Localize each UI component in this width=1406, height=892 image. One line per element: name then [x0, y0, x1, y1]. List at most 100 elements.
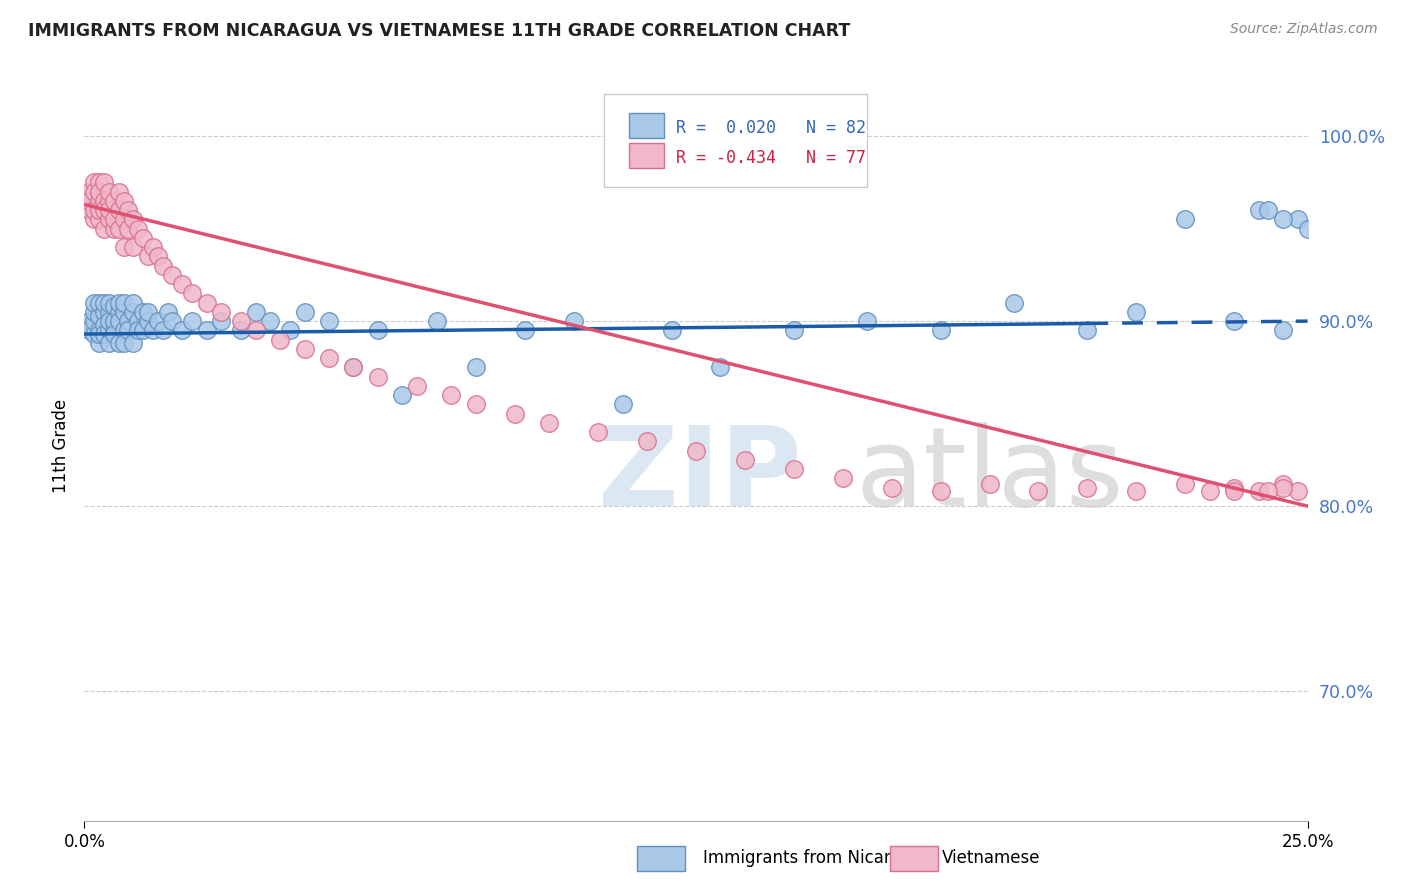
Point: [1223, 481, 1246, 495]
Point: [294, 305, 316, 319]
Point: [1002, 295, 1025, 310]
Point: [122, 336, 145, 351]
Point: [117, 314, 139, 328]
Point: [103, 299, 125, 313]
Point: [783, 323, 806, 337]
Point: [142, 240, 165, 254]
Point: [122, 212, 145, 227]
Point: [87, 185, 110, 199]
Point: [97, 336, 120, 351]
Point: [979, 477, 1001, 491]
Point: [83, 314, 105, 328]
Point: [1223, 484, 1246, 499]
Point: [1272, 212, 1295, 227]
Point: [172, 323, 194, 337]
Point: [586, 425, 609, 439]
Point: [513, 323, 536, 337]
Point: [209, 305, 232, 319]
Point: [1257, 203, 1279, 218]
Point: [107, 185, 129, 199]
Point: [136, 305, 159, 319]
Point: [278, 323, 301, 337]
FancyBboxPatch shape: [628, 112, 664, 138]
Point: [367, 323, 389, 337]
Point: [83, 305, 105, 319]
Point: [127, 323, 149, 337]
Point: [103, 212, 125, 227]
Point: [97, 212, 120, 227]
Point: [87, 295, 110, 310]
Text: ZIP: ZIP: [598, 423, 801, 530]
Point: [83, 175, 105, 189]
Point: [107, 336, 129, 351]
Point: [112, 305, 135, 319]
Point: [1272, 477, 1295, 491]
Point: [107, 203, 129, 218]
Point: [97, 323, 120, 337]
Point: [181, 286, 204, 301]
Y-axis label: 11th Grade: 11th Grade: [52, 399, 70, 493]
Point: [562, 314, 585, 328]
Point: [122, 295, 145, 310]
Point: [127, 314, 149, 328]
Point: [83, 203, 105, 218]
Point: [229, 314, 252, 328]
Point: [77, 314, 100, 328]
Point: [87, 203, 110, 218]
Point: [107, 295, 129, 310]
Point: [1296, 221, 1319, 235]
Point: [1125, 484, 1147, 499]
Point: [181, 314, 204, 328]
Point: [152, 323, 174, 337]
Point: [1272, 481, 1295, 495]
Point: [156, 305, 179, 319]
Point: [342, 360, 364, 375]
Point: [97, 194, 120, 208]
Point: [83, 295, 105, 310]
Text: Immigrants from Nicaragua: Immigrants from Nicaragua: [703, 849, 932, 867]
Point: [1257, 484, 1279, 499]
Point: [136, 249, 159, 263]
Point: [132, 323, 155, 337]
Point: [318, 351, 340, 365]
Point: [1272, 323, 1295, 337]
Point: [87, 194, 110, 208]
Point: [245, 323, 267, 337]
Point: [440, 388, 463, 402]
Point: [97, 203, 120, 218]
Point: [685, 443, 707, 458]
Point: [1286, 212, 1309, 227]
Point: [77, 194, 100, 208]
FancyBboxPatch shape: [605, 94, 868, 187]
Point: [77, 203, 100, 218]
Point: [831, 471, 853, 485]
Point: [103, 323, 125, 337]
Point: [122, 305, 145, 319]
Point: [103, 221, 125, 235]
Text: Vietnamese: Vietnamese: [942, 849, 1040, 867]
Point: [93, 203, 115, 218]
Point: [162, 314, 184, 328]
Point: [107, 221, 129, 235]
Point: [245, 305, 267, 319]
Point: [929, 484, 952, 499]
Point: [77, 323, 100, 337]
Point: [259, 314, 281, 328]
Point: [136, 314, 159, 328]
Point: [97, 295, 120, 310]
Point: [77, 185, 100, 199]
Point: [172, 277, 194, 292]
Point: [783, 462, 806, 476]
Point: [93, 221, 115, 235]
Point: [195, 323, 218, 337]
Text: R = -0.434   N = 77: R = -0.434 N = 77: [676, 149, 866, 167]
Point: [87, 212, 110, 227]
Point: [83, 212, 105, 227]
Point: [132, 231, 155, 245]
Point: [1076, 481, 1098, 495]
Point: [83, 185, 105, 199]
Point: [117, 221, 139, 235]
Point: [538, 416, 561, 430]
Point: [112, 295, 135, 310]
Point: [93, 305, 115, 319]
